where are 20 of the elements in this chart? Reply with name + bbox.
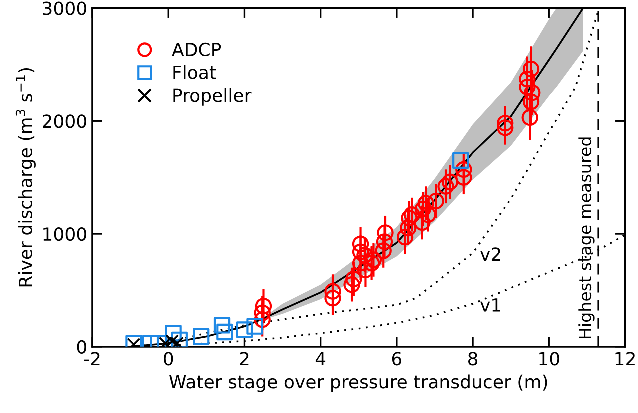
y-tick-label: 3000 xyxy=(43,2,86,16)
x-tick-label: -2 xyxy=(84,352,100,366)
x-tick-label: 8 xyxy=(468,352,478,366)
x-tick-label: 6 xyxy=(392,352,402,366)
legend-label: Float xyxy=(174,65,216,80)
legend-label: Propeller xyxy=(174,88,252,106)
x-tick-label: 12 xyxy=(616,352,635,366)
y-axis-title: River discharge (m$^{3}$ s$^{−1}$) xyxy=(16,68,36,287)
x-axis-title: Water stage over pressure transducer (m) xyxy=(170,374,548,392)
x-tick-label: 4 xyxy=(316,352,326,366)
y-tick-label: 0 xyxy=(77,340,86,354)
legend-label: ADCP xyxy=(172,42,222,57)
y-tick-label: 1000 xyxy=(44,227,86,242)
series-label: v2 xyxy=(480,248,500,261)
x-tick-label: 0 xyxy=(164,352,174,366)
x-tick-label: 2 xyxy=(240,352,249,366)
x-tick-label: 10 xyxy=(540,352,560,366)
y-tick-label: 2000 xyxy=(43,114,86,128)
ref-line-label: Highest stage measured xyxy=(578,138,595,339)
series-label: v1 xyxy=(480,298,500,312)
